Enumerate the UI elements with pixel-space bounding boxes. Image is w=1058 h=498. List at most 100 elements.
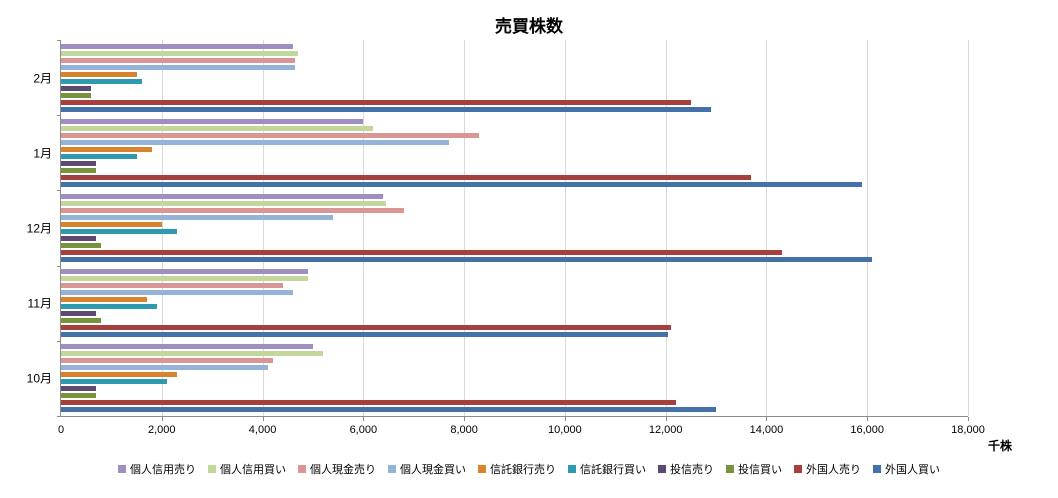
bar <box>61 208 404 213</box>
x-axis-tick-label: 16,000 <box>850 424 885 436</box>
x-axis-tick <box>766 417 768 421</box>
bar <box>61 85 92 91</box>
legend-label: 投信売り <box>670 464 714 476</box>
gridline <box>564 40 566 416</box>
bar <box>61 125 374 131</box>
x-axis-unit-label: 千株 <box>988 439 1013 453</box>
bar <box>61 407 717 413</box>
bar <box>61 365 268 371</box>
y-axis-tick <box>57 265 61 267</box>
bar <box>61 201 386 206</box>
bar <box>61 174 752 180</box>
y-axis-tick <box>57 115 61 117</box>
bar <box>61 146 152 152</box>
bar <box>61 325 671 331</box>
bar <box>61 318 102 324</box>
y-axis-category-label: 2月 <box>33 71 52 86</box>
legend-item: 投信売り <box>658 461 714 477</box>
x-axis-tick-label: 10,000 <box>548 424 582 436</box>
x-axis-tick-label: 0 <box>57 424 65 436</box>
legend-label: 個人現金売り <box>310 464 376 476</box>
x-axis-tick-label: 18,000 <box>951 424 985 436</box>
bar <box>61 118 364 124</box>
bar <box>61 229 177 234</box>
legend-marker-icon <box>118 465 126 473</box>
bar <box>61 297 147 303</box>
bar <box>61 304 157 310</box>
legend-item: 外国人買い <box>873 461 940 477</box>
legend-item: 外国人売り <box>794 461 861 477</box>
bar <box>61 290 293 296</box>
bar <box>61 167 97 173</box>
bar <box>61 372 177 378</box>
legend-item: 個人現金買い <box>388 461 466 477</box>
x-axis-tick-label: 2,000 <box>148 424 176 436</box>
y-axis-tick <box>57 40 61 41</box>
gridline <box>262 40 264 416</box>
bar <box>61 386 97 392</box>
bar <box>61 99 691 105</box>
bar <box>61 50 298 56</box>
bar <box>61 181 863 187</box>
y-axis-tick <box>57 190 61 192</box>
y-axis-category-label: 1月 <box>33 146 52 161</box>
bar <box>61 160 97 166</box>
chart-title: 売買株数 <box>495 17 563 36</box>
bar <box>61 283 283 289</box>
bar-group <box>61 341 968 416</box>
gridline <box>968 40 969 416</box>
bar <box>61 332 669 338</box>
bar <box>61 106 712 112</box>
legend-label: 個人信用買い <box>220 464 286 476</box>
x-axis-tick <box>464 417 466 421</box>
bar <box>61 344 313 350</box>
bar <box>61 243 102 248</box>
legend-item: 信託銀行売り <box>478 461 556 477</box>
bar <box>61 57 296 63</box>
legend-label: 信託銀行売り <box>490 464 556 476</box>
y-axis-category-label: 11月 <box>27 296 52 311</box>
gridline <box>161 40 163 416</box>
bar <box>61 257 873 262</box>
bar-group <box>61 190 968 265</box>
bar-group <box>61 40 968 115</box>
legend-marker-icon <box>873 465 881 473</box>
legend-marker-icon <box>478 465 486 473</box>
x-axis-tick <box>262 417 264 421</box>
gridline <box>464 40 466 416</box>
legend-marker-icon <box>208 465 216 473</box>
bar-group <box>61 266 968 341</box>
legend-label: 信託銀行買い <box>580 464 646 476</box>
gridline <box>363 40 365 416</box>
bar <box>61 379 167 385</box>
legend-label: 外国人買い <box>885 464 940 476</box>
bar <box>61 153 137 159</box>
bar <box>61 351 324 357</box>
bar-groups <box>61 40 968 416</box>
gridline <box>867 40 869 416</box>
legend-marker-icon <box>794 465 802 473</box>
bar <box>61 311 97 317</box>
legend-marker-icon <box>658 465 666 473</box>
x-axis-tick-label: 4,000 <box>248 424 277 436</box>
y-axis-category-label: 12月 <box>26 221 52 236</box>
legend-marker-icon <box>298 465 306 473</box>
legend-label: 個人信用売り <box>130 464 196 476</box>
y-axis-category-label: 10月 <box>26 371 52 386</box>
bar <box>61 236 97 241</box>
gridline <box>665 40 667 416</box>
legend-item: 投信買い <box>726 461 782 477</box>
legend-label: 投信買い <box>738 464 782 476</box>
legend-marker-icon <box>568 465 576 473</box>
bar <box>61 64 296 70</box>
x-axis-tick <box>564 417 566 421</box>
plot-area: 2月 1月 12月 11月 10月 0 2,000 4,000 6,000 8,000 10,000… <box>27 40 985 436</box>
gridline <box>766 40 768 416</box>
bar <box>61 215 334 220</box>
legend-marker-icon <box>726 465 734 473</box>
x-axis-tick <box>665 417 667 421</box>
legend: 個人信用売り 個人信用買い 個人現金売り 個人現金買い 信託銀行売り 信託銀行買い 投信売り… <box>0 461 1058 477</box>
bar <box>61 132 480 138</box>
y-axis-tick <box>57 340 61 342</box>
